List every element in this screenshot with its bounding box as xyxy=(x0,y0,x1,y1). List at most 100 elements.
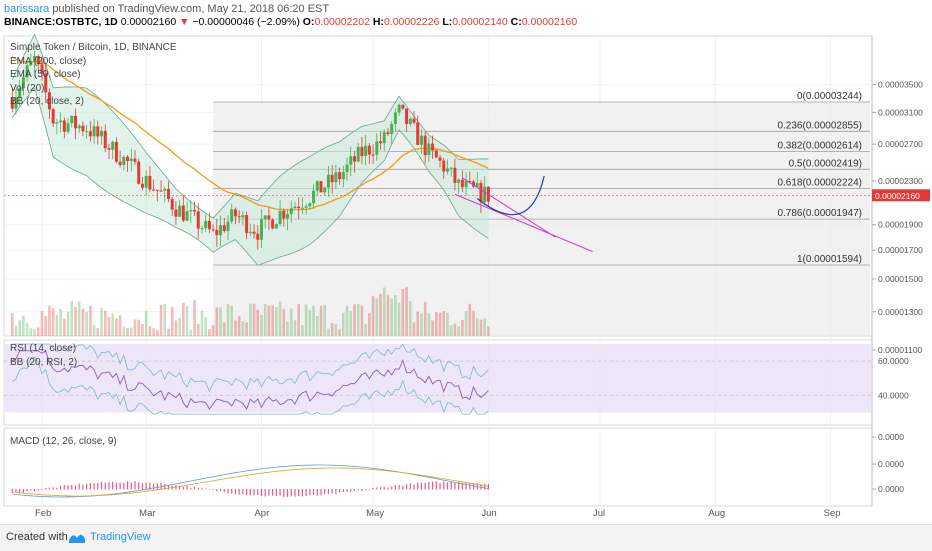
candle-body xyxy=(386,132,390,135)
volume-bar xyxy=(360,305,364,336)
legend-ema50: EMA (50, close) xyxy=(10,69,81,80)
candle-body xyxy=(55,122,59,124)
macd-histogram-bar xyxy=(201,487,203,490)
volume-bar xyxy=(144,310,148,336)
volume-bar xyxy=(379,293,382,336)
macd-histogram-bar xyxy=(56,487,58,490)
volume-bar xyxy=(256,309,260,336)
candle-body xyxy=(107,148,111,150)
volume-bar xyxy=(36,327,40,336)
candle-body xyxy=(114,141,118,162)
macd-histogram-bar xyxy=(156,483,158,490)
macd-histogram-bar xyxy=(465,482,467,490)
chart-canvas[interactable]: Feb Mar Apr May Jun Jul Aug Sep 0.00003500 0.0000… xyxy=(0,30,932,524)
candle-body xyxy=(81,125,85,132)
macd-histogram-bar xyxy=(275,489,277,496)
candle-body xyxy=(204,221,208,229)
macd-histogram-bar xyxy=(327,489,330,494)
candle-body xyxy=(330,174,334,183)
macd-histogram-bar xyxy=(30,489,32,491)
candle-body xyxy=(88,131,92,137)
y-tick-label: 0.00001900 xyxy=(878,220,923,230)
macd-y-tick: 0.0000 xyxy=(878,484,904,494)
macd-histogram-bar xyxy=(82,484,84,490)
macd-histogram-bar xyxy=(458,482,460,490)
candle-body xyxy=(14,97,18,109)
volume-bar xyxy=(330,323,334,336)
candle-body xyxy=(140,183,144,188)
volume-bar xyxy=(252,303,256,336)
volume-bar xyxy=(423,301,427,336)
volume-bar xyxy=(286,321,289,336)
macd-histogram-bar xyxy=(223,489,225,493)
candle-body xyxy=(445,168,449,172)
candle-body xyxy=(44,73,48,93)
candle-body xyxy=(334,172,338,183)
ema50-line xyxy=(11,56,489,211)
macd-histogram-bar xyxy=(97,482,99,490)
candle-body xyxy=(33,55,37,62)
volume-bar xyxy=(293,320,297,336)
volume-bar xyxy=(461,319,464,336)
macd-histogram-bar xyxy=(52,487,54,490)
volume-bar xyxy=(189,329,193,336)
macd-histogram-bar xyxy=(279,489,281,496)
macd-histogram-bar xyxy=(361,489,363,492)
volume-bar xyxy=(148,326,152,336)
tradingview-link[interactable]: TradingView xyxy=(90,531,151,543)
candle-body xyxy=(438,157,442,161)
volume-bar xyxy=(271,305,274,336)
candle-body xyxy=(248,231,252,233)
candle-body xyxy=(308,203,312,207)
volume-bar xyxy=(408,301,412,336)
volume-bar xyxy=(137,319,141,336)
candle-body xyxy=(207,221,211,230)
volume-bar xyxy=(263,303,267,336)
x-tick-mar: Mar xyxy=(139,508,155,519)
macd-histogram-bar xyxy=(350,489,352,492)
y-tick-label: 0.00001700 xyxy=(878,245,923,255)
candle-body xyxy=(111,141,115,150)
volume-bar xyxy=(297,304,300,336)
volume-bar xyxy=(25,323,29,336)
author-link[interactable]: barissara xyxy=(4,3,50,15)
candle-body xyxy=(468,181,472,183)
volume-bar xyxy=(345,305,349,336)
macd-histogram-bar xyxy=(234,489,237,495)
volume-bar xyxy=(89,305,92,336)
candle-body xyxy=(245,215,249,233)
volume-bar xyxy=(103,310,107,336)
fib-label: 0.618(0.00002224) xyxy=(777,178,862,189)
candle-body xyxy=(360,146,364,157)
candle-body xyxy=(163,188,167,191)
candle-body xyxy=(252,231,256,234)
candle-body xyxy=(479,183,483,203)
macd-histogram-bar xyxy=(402,485,404,490)
volume-bar xyxy=(237,316,241,336)
macd-histogram-bar xyxy=(41,489,43,490)
volume-bar xyxy=(446,312,449,336)
candle-body xyxy=(196,211,200,229)
macd-histogram-bar xyxy=(357,489,359,491)
candle-body xyxy=(431,143,435,151)
candle-body xyxy=(18,88,22,98)
candle-body xyxy=(10,98,14,109)
volume-bar xyxy=(29,328,33,336)
candle-body xyxy=(393,112,397,124)
candle-body xyxy=(341,172,345,180)
volume-bar xyxy=(59,308,62,336)
candle-body xyxy=(189,210,193,212)
candle-body xyxy=(133,158,137,162)
macd-histogram-bar xyxy=(78,483,80,490)
candle-body xyxy=(271,219,275,229)
volume-bar xyxy=(222,322,226,336)
macd-histogram-bar xyxy=(22,489,24,493)
macd-histogram-bar xyxy=(301,489,303,497)
volume-bar xyxy=(185,306,189,336)
rsi-legend: RSI (14, close) BB (20, RSI, 2) xyxy=(10,342,77,369)
macd-histogram-bar xyxy=(454,482,456,490)
volume-bar xyxy=(193,300,196,336)
volume-bar xyxy=(74,306,77,336)
macd-histogram-bar xyxy=(417,482,419,490)
projection-curve xyxy=(476,175,545,216)
